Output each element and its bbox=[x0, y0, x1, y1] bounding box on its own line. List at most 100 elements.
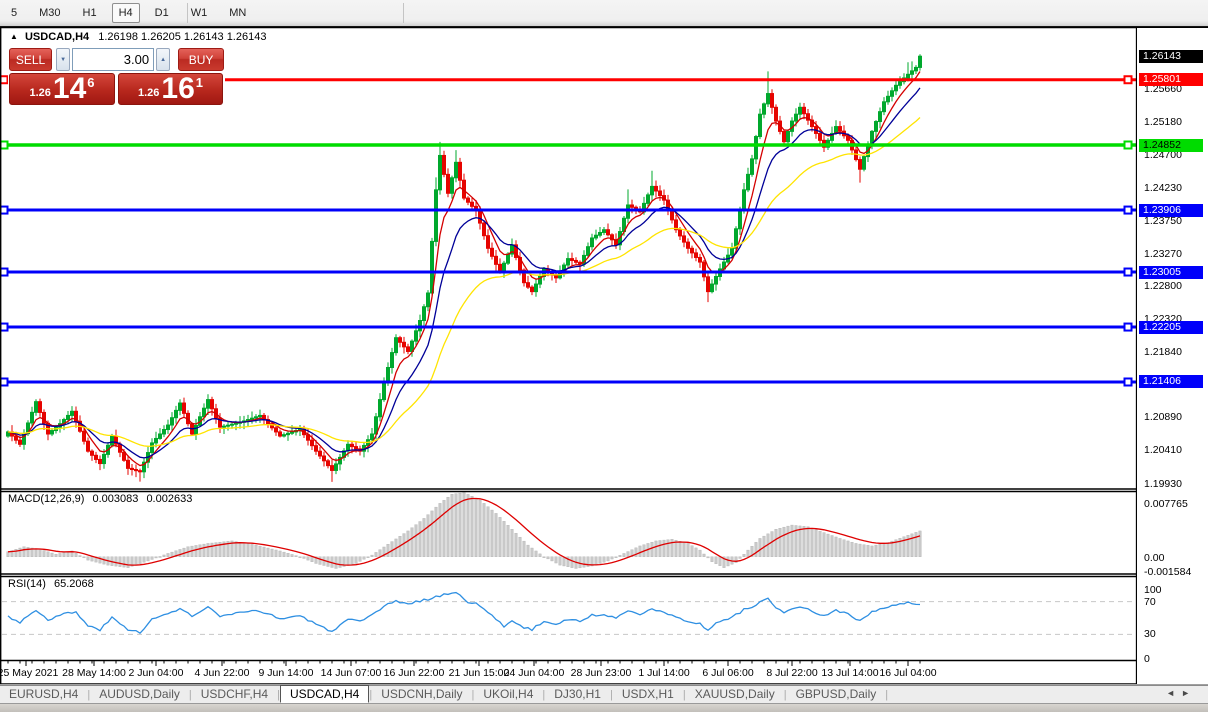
one-click-trading-panel: SELL ▼ ▲ BUY 1.26 14 6 1.26 16 1 bbox=[8, 46, 225, 107]
sell-price-sup: 6 bbox=[87, 75, 95, 90]
time-axis-label: 2 Jun 04:00 bbox=[128, 667, 184, 679]
timeframe-button-d1[interactable]: D1 bbox=[154, 7, 169, 19]
volume-increase-button[interactable]: ▲ bbox=[156, 48, 171, 71]
line-handle[interactable] bbox=[1123, 322, 1133, 332]
line-handle[interactable] bbox=[0, 140, 9, 150]
timeframe-button-m30[interactable]: M30 bbox=[39, 7, 61, 19]
rsi-axis-label-70: 70 bbox=[1144, 595, 1156, 608]
line-handle[interactable] bbox=[0, 75, 9, 85]
macd-main-value: 0.003083 bbox=[92, 493, 139, 505]
time-axis-label: 21 Jun 15:00 bbox=[448, 667, 510, 679]
volume-input[interactable] bbox=[72, 48, 155, 71]
line-handle[interactable] bbox=[1123, 140, 1133, 150]
time-axis-label: 24 Jun 04:00 bbox=[503, 667, 565, 679]
line-price-label: 1.22205 bbox=[1139, 320, 1203, 334]
fast-ma bbox=[7, 71, 921, 467]
chart-tab-xauusd[interactable]: XAUUSD,Daily bbox=[694, 687, 775, 701]
slow-ma bbox=[7, 117, 921, 447]
sell-price-big: 14 bbox=[52, 72, 87, 105]
line-handle[interactable] bbox=[0, 267, 9, 277]
macd-zero-label: 0.00 bbox=[1144, 551, 1165, 564]
buy-price-box[interactable]: 1.26 16 1 bbox=[118, 73, 223, 105]
chart-symbol: USDCAD,H4 bbox=[24, 31, 90, 43]
time-axis-label: 25 May 2021 bbox=[0, 667, 59, 679]
tab-separator: | bbox=[885, 688, 889, 701]
macd-label: MACD(12,26,9) 0.003083 0.002633 bbox=[8, 493, 197, 505]
price-tick-label: 1.21840 bbox=[1144, 346, 1182, 359]
chart-tab-gbpusd[interactable]: GBPUSD,Daily bbox=[795, 687, 877, 701]
line-price-label: 1.23906 bbox=[1139, 203, 1203, 217]
line-handle[interactable] bbox=[0, 377, 9, 387]
volume-decrease-button[interactable]: ▼ bbox=[55, 48, 71, 71]
price-tick-label: 1.25660 bbox=[1144, 83, 1182, 96]
chart-tab-usdx[interactable]: USDX,H1 bbox=[621, 687, 674, 701]
time-axis-label: 16 Jun 22:00 bbox=[383, 667, 445, 679]
chart-tab-dj30[interactable]: DJ30,H1 bbox=[554, 687, 601, 701]
triangle-up-icon: ▲ bbox=[160, 56, 167, 63]
sell-button[interactable]: SELL bbox=[9, 48, 52, 71]
tab-separator: | bbox=[471, 688, 475, 701]
time-axis-label: 9 Jun 14:00 bbox=[258, 667, 314, 679]
rsi-axis-label-0: 0 bbox=[1144, 653, 1150, 665]
triangle-down-icon: ▼ bbox=[60, 56, 67, 63]
tab-separator: | bbox=[277, 688, 280, 701]
buy-price-prefix: 1.26 bbox=[137, 87, 160, 99]
rsi-title: RSI(14) bbox=[8, 578, 46, 590]
line-price-label: 1.21406 bbox=[1139, 375, 1203, 389]
tab-separator: | bbox=[188, 688, 192, 701]
horizontal-line-1.22205[interactable] bbox=[0, 322, 1137, 332]
line-handle[interactable] bbox=[0, 322, 9, 332]
chart-tab-eurusd[interactable]: EURUSD,H4 bbox=[9, 687, 79, 701]
macd-min-label: -0.001584 bbox=[1144, 566, 1192, 578]
tab-separator: | bbox=[609, 688, 613, 701]
line-handle[interactable] bbox=[1123, 75, 1133, 85]
time-axis-label: 13 Jul 14:00 bbox=[821, 667, 879, 679]
line-handle[interactable] bbox=[1123, 377, 1133, 387]
price-tick-label: 1.19930 bbox=[1144, 477, 1182, 490]
macd-signal-value: 0.002633 bbox=[146, 493, 193, 505]
chart-ohlc-values: 1.26198 1.26205 1.26143 1.26143 bbox=[98, 31, 267, 43]
chart-tab-ukoil[interactable]: UKOil,H4 bbox=[483, 687, 534, 701]
price-axis: 1.25660 1.25180 1.24700 1.24230 1.23750 1.232… bbox=[1137, 28, 1208, 684]
line-handle[interactable] bbox=[0, 205, 9, 215]
collapse-triangle-icon[interactable]: ▲ bbox=[10, 32, 18, 41]
price-tick-label: 1.20410 bbox=[1144, 444, 1182, 457]
price-tick-label: 1.24700 bbox=[1144, 149, 1182, 162]
current-price-label: 1.26143 bbox=[1139, 49, 1203, 63]
time-axis-label: 28 May 14:00 bbox=[62, 667, 126, 679]
tab-separator: | bbox=[369, 688, 373, 701]
timeframe-button-mn[interactable]: MN bbox=[229, 7, 247, 19]
buy-button[interactable]: BUY bbox=[178, 48, 224, 71]
chart-tab-usdcnh[interactable]: USDCNH,Daily bbox=[381, 687, 463, 701]
sell-price-prefix: 1.26 bbox=[29, 87, 51, 99]
timeframe-toolbar: 5 M30 H1 H4 D1 W1 MN bbox=[0, 0, 1208, 27]
time-axis-label: 8 Jul 22:00 bbox=[766, 667, 818, 679]
horizontal-line-1.23005[interactable] bbox=[0, 267, 1137, 277]
timeframe-button-w1[interactable]: W1 bbox=[190, 7, 208, 19]
tab-scroll-arrows: ◄► bbox=[1166, 688, 1196, 698]
chart-tabbar: EURUSD,H4 | AUDUSD,Daily | USDCHF,H4 | USDCAD,… bbox=[0, 685, 1208, 703]
price-tick-label: 1.24230 bbox=[1144, 181, 1182, 194]
chart-tab-audusd[interactable]: AUDUSD,Daily bbox=[99, 687, 180, 701]
timeframe-button-5[interactable]: 5 bbox=[11, 7, 18, 19]
line-handle[interactable] bbox=[1123, 205, 1133, 215]
sell-price-box[interactable]: 1.26 14 6 bbox=[9, 73, 115, 105]
tab-scroll-left-icon[interactable]: ◄ bbox=[1166, 688, 1182, 698]
line-handle[interactable] bbox=[1123, 267, 1133, 277]
timeframe-button-h4[interactable]: H4 bbox=[111, 3, 140, 23]
macd-title: MACD(12,26,9) bbox=[8, 493, 85, 505]
price-tick-label: 1.20890 bbox=[1144, 411, 1182, 424]
tab-scroll-right-icon[interactable]: ► bbox=[1181, 688, 1196, 698]
time-axis-label: 6 Jul 06:00 bbox=[702, 667, 754, 679]
time-axis-label: 1 Jul 14:00 bbox=[638, 667, 690, 679]
chart-tab-usdcad[interactable]: USDCAD,H4 bbox=[279, 685, 370, 703]
timeframe-button-h1[interactable]: H1 bbox=[82, 7, 97, 19]
rsi-line bbox=[7, 591, 921, 635]
tab-separator: | bbox=[542, 688, 546, 701]
mid-ma bbox=[7, 87, 921, 459]
chart-tab-usdchf[interactable]: USDCHF,H4 bbox=[200, 687, 269, 701]
price-tick-label: 1.23270 bbox=[1144, 247, 1182, 260]
rsi-axis-label-100: 100 bbox=[1144, 584, 1162, 596]
